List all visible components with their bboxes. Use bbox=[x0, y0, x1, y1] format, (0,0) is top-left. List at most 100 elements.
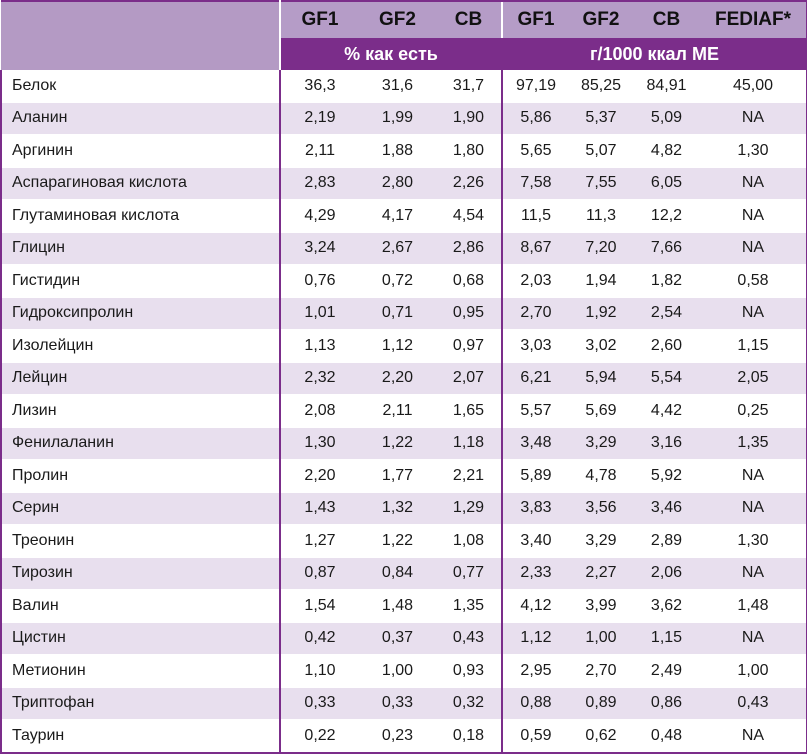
value-cell: 0,43 bbox=[436, 622, 502, 655]
value-cell: 0,42 bbox=[280, 622, 359, 655]
value-cell: 0,37 bbox=[359, 622, 436, 655]
value-cell: 0,76 bbox=[280, 264, 359, 298]
amino-acid-name: Глутаминовая кислота bbox=[0, 199, 281, 233]
value-cell: 1,13 bbox=[280, 329, 359, 363]
value-cell: 0,62 bbox=[569, 719, 633, 754]
value-cell: 1,22 bbox=[359, 524, 436, 558]
value-cell: 2,11 bbox=[359, 394, 436, 428]
value-cell: 3,29 bbox=[569, 524, 633, 558]
value-cell: 7,66 bbox=[633, 232, 700, 265]
value-cell: NA bbox=[700, 102, 807, 135]
amino-acid-name: Фенилаланин bbox=[0, 427, 281, 460]
table-row: Тирозин 0,87 0,84 0,77 2,33 2,27 2,06 NA bbox=[0, 557, 807, 590]
value-cell: 85,25 bbox=[569, 70, 633, 103]
value-cell: 5,89 bbox=[501, 459, 569, 493]
value-cell: 4,17 bbox=[359, 199, 436, 233]
value-cell: 4,78 bbox=[569, 459, 633, 493]
value-cell: 4,42 bbox=[633, 394, 700, 428]
value-cell: 1,48 bbox=[359, 589, 436, 623]
value-cell: 2,80 bbox=[359, 167, 436, 200]
value-cell: 1,10 bbox=[280, 654, 359, 688]
value-cell: 1,15 bbox=[633, 622, 700, 655]
value-cell: 31,7 bbox=[436, 70, 502, 103]
table-row: Таурин 0,22 0,23 0,18 0,59 0,62 0,48 NA bbox=[0, 719, 807, 754]
value-cell: 0,25 bbox=[700, 394, 807, 428]
value-cell: 1,35 bbox=[700, 427, 807, 460]
table-body: Белок 36,3 31,6 31,7 97,19 85,25 84,91 45,00 Ала… bbox=[0, 70, 807, 754]
value-cell: 1,32 bbox=[359, 492, 436, 525]
table-row: Цистин 0,42 0,37 0,43 1,12 1,00 1,15 NA bbox=[0, 622, 807, 655]
value-cell: 2,19 bbox=[280, 102, 359, 135]
value-cell: 3,83 bbox=[501, 492, 569, 525]
value-cell: 1,00 bbox=[700, 654, 807, 688]
value-cell: 1,65 bbox=[436, 394, 502, 428]
column-header-gf1-percent: GF1 bbox=[280, 0, 359, 38]
value-cell: 3,46 bbox=[633, 492, 700, 525]
value-cell: 4,12 bbox=[501, 589, 569, 623]
value-cell: 1,27 bbox=[280, 524, 359, 558]
value-cell: 2,26 bbox=[436, 167, 502, 200]
value-cell: 6,21 bbox=[501, 362, 569, 395]
value-cell: 1,08 bbox=[436, 524, 502, 558]
table-row: Аспарагиновая кислота 2,83 2,80 2,26 7,58 7,5… bbox=[0, 167, 807, 200]
value-cell: 5,09 bbox=[633, 102, 700, 135]
value-cell: 11,3 bbox=[569, 199, 633, 233]
value-cell: 2,70 bbox=[569, 654, 633, 688]
amino-acid-name: Цистин bbox=[0, 622, 281, 655]
amino-acid-name: Глицин bbox=[0, 232, 281, 265]
value-cell: NA bbox=[700, 492, 807, 525]
value-cell: 3,62 bbox=[633, 589, 700, 623]
value-cell: NA bbox=[700, 232, 807, 265]
value-cell: 0,71 bbox=[359, 297, 436, 330]
table-row: Глутаминовая кислота 4,29 4,17 4,54 11,5 11,3… bbox=[0, 199, 807, 233]
value-cell: 2,70 bbox=[501, 297, 569, 330]
value-cell: 0,58 bbox=[700, 264, 807, 298]
value-cell: 1,30 bbox=[280, 427, 359, 460]
value-cell: 2,27 bbox=[569, 557, 633, 590]
amino-acid-name: Лизин bbox=[0, 394, 281, 428]
value-cell: 1,00 bbox=[359, 654, 436, 688]
value-cell: 0,88 bbox=[501, 687, 569, 720]
amino-acid-name: Серин bbox=[0, 492, 281, 525]
value-cell: 84,91 bbox=[633, 70, 700, 103]
value-cell: 1,94 bbox=[569, 264, 633, 298]
unit-header-per-1000-kcal: г/1000 ккал МЕ bbox=[501, 38, 807, 70]
value-cell: 2,32 bbox=[280, 362, 359, 395]
value-cell: 2,89 bbox=[633, 524, 700, 558]
value-cell: 2,54 bbox=[633, 297, 700, 330]
value-cell: 3,03 bbox=[501, 329, 569, 363]
value-cell: NA bbox=[700, 167, 807, 200]
column-header-cb-percent: CB bbox=[436, 0, 502, 38]
value-cell: NA bbox=[700, 459, 807, 493]
value-cell: 1,12 bbox=[359, 329, 436, 363]
column-header-fediaf: FEDIAF* bbox=[700, 0, 807, 38]
column-header-gf2-kcal: GF2 bbox=[569, 0, 633, 38]
table-row: Пролин 2,20 1,77 2,21 5,89 4,78 5,92 NA bbox=[0, 459, 807, 493]
value-cell: 2,33 bbox=[501, 557, 569, 590]
value-cell: 5,92 bbox=[633, 459, 700, 493]
value-cell: 0,32 bbox=[436, 687, 502, 720]
amino-acid-name: Изолейцин bbox=[0, 329, 281, 363]
value-cell: 0,84 bbox=[359, 557, 436, 590]
amino-acid-name: Пролин bbox=[0, 459, 281, 493]
value-cell: 5,94 bbox=[569, 362, 633, 395]
value-cell: 0,68 bbox=[436, 264, 502, 298]
value-cell: 2,20 bbox=[359, 362, 436, 395]
value-cell: 7,55 bbox=[569, 167, 633, 200]
value-cell: 5,54 bbox=[633, 362, 700, 395]
value-cell: 8,67 bbox=[501, 232, 569, 265]
value-cell: 0,33 bbox=[280, 687, 359, 720]
value-cell: 1,77 bbox=[359, 459, 436, 493]
value-cell: 0,86 bbox=[633, 687, 700, 720]
value-cell: 3,48 bbox=[501, 427, 569, 460]
table-row: Аланин 2,19 1,99 1,90 5,86 5,37 5,09 NA bbox=[0, 102, 807, 135]
amino-acid-name: Тирозин bbox=[0, 557, 281, 590]
value-cell: 5,86 bbox=[501, 102, 569, 135]
value-cell: 5,07 bbox=[569, 134, 633, 168]
value-cell: 0,93 bbox=[436, 654, 502, 688]
value-cell: 6,05 bbox=[633, 167, 700, 200]
table-row: Гидроксипролин 1,01 0,71 0,95 2,70 1,92 2,54 NA bbox=[0, 297, 807, 330]
value-cell: 2,08 bbox=[280, 394, 359, 428]
value-cell: 4,29 bbox=[280, 199, 359, 233]
value-cell: 4,82 bbox=[633, 134, 700, 168]
